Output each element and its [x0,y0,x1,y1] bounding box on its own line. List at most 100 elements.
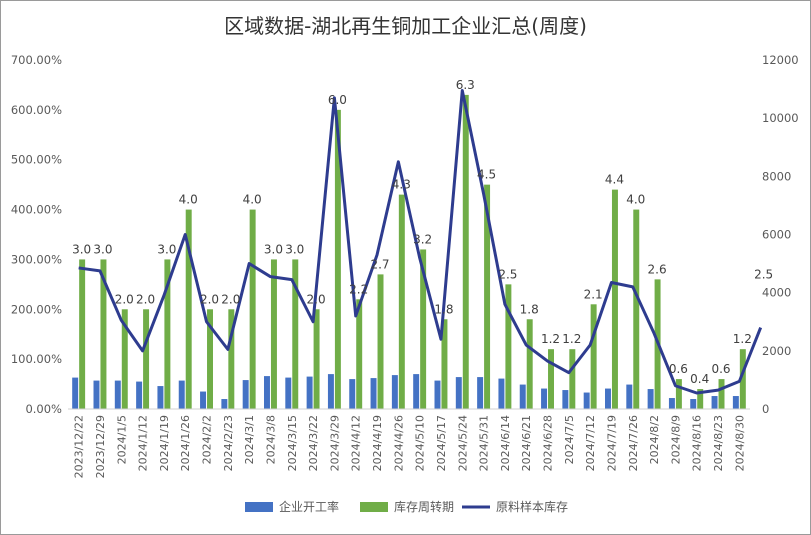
x-tick-label: 2024/3/29 [328,415,341,471]
x-tick-label: 2023/12/29 [94,415,107,478]
bar-turnover [675,379,682,409]
data-label: 3.2 [413,232,432,246]
y-right-tick-label: 10000 [762,111,799,125]
x-tick-label: 2023/12/22 [73,415,86,478]
y-right-tick-label: 6000 [762,228,791,242]
bar-turnover [207,309,213,409]
data-label: 4.0 [626,193,645,207]
data-label: 0.6 [711,362,730,376]
bar-rate [732,396,739,409]
bar-turnover [100,259,107,409]
data-label: 3.0 [93,242,112,256]
data-label: 4.4 [605,173,624,187]
bar-rate [242,380,249,409]
bar-turnover [484,184,491,409]
bar-turnover [164,259,171,409]
bars [72,94,746,410]
x-tick-label: 2024/7/5 [563,415,576,464]
bar-rate [285,377,292,409]
bar-rate [647,389,654,409]
bar-rate [583,392,590,409]
data-label: 0.4 [690,372,709,386]
x-tick-label: 2024/1/19 [158,415,171,471]
y-left-tick-label: 400.00% [11,203,62,217]
bar-rate [711,396,718,409]
bar-turnover [569,349,576,409]
legend: 企业开工率 库存周转期 原料样本库存 [245,499,568,514]
y-left-tick-label: 0.00% [25,402,62,416]
bar-turnover [377,274,384,409]
data-label: 2.5 [498,267,517,281]
data-label: 6.0 [328,93,347,107]
bar-turnover [334,109,341,409]
data-label: 4.0 [179,193,198,207]
data-label: 0.6 [669,362,688,376]
bar-turnover [548,349,554,409]
legend-label: 企业开工率 [279,499,339,514]
bar-rate [498,378,505,409]
y-left-tick-label: 100.00% [11,352,62,366]
data-label: 1.8 [520,302,539,316]
legend-label: 原料样本库存 [496,499,568,514]
x-tick-label: 2024/8/30 [733,415,746,471]
bar-rate [327,374,334,409]
data-label: 4.0 [243,193,262,207]
y-right-tick-label: 12000 [762,53,799,67]
bar-turnover [79,259,86,409]
y-left-tick-label: 300.00% [11,252,62,266]
bar-rate [200,391,207,409]
bar-turnover [739,349,746,409]
x-tick-label: 2024/1/5 [115,415,128,464]
bar-rate [455,377,462,409]
data-label: 2.7 [370,257,389,271]
legend-swatch [360,502,388,512]
bar-turnover [356,299,363,409]
x-tick-label: 2024/6/28 [542,415,555,471]
data-label: 3.0 [157,242,176,256]
x-tick-label: 2024/3/1 [243,415,256,464]
x-axis: 2023/12/22 2023/12/29 2024/1/5 2024/1/12 202… [68,408,750,478]
data-label: 4.3 [392,178,411,192]
bar-rate [72,377,79,409]
bar-turnover [398,194,405,409]
data-label: 6.3 [456,78,475,92]
bar-turnover [590,304,597,409]
bar-turnover [420,249,427,409]
x-tick-label: 2024/4/26 [392,415,405,471]
x-tick-label: 2024/2/2 [201,415,214,464]
bar-rate [391,375,398,409]
bar-turnover [526,319,533,409]
data-label: 2.0 [307,292,326,306]
bar-rate [264,376,270,409]
data-label: 1.8 [434,302,453,316]
bar-turnover [143,309,150,409]
bar-rate [434,380,441,409]
data-label: 3.0 [264,242,283,256]
y-right-tick-label: 4000 [762,286,791,300]
bar-rate [157,386,164,409]
y-right-axis: 0 2000 4000 6000 8000 10000 12000 [762,53,799,416]
bar-rate [136,381,143,409]
y-right-tick-label: 0 [762,402,769,416]
x-tick-label: 2024/3/15 [286,415,299,471]
bar-rate [519,384,526,409]
data-label: 1.2 [733,332,752,346]
x-tick-label: 2024/6/14 [499,415,512,471]
x-tick-label: 2024/2/23 [222,415,235,471]
data-label: 2.2 [349,282,368,296]
data-label: 2.5 [754,267,773,281]
data-label: 4.5 [477,168,496,182]
bar-rate [221,399,228,409]
bar-turnover [441,319,448,409]
x-tick-label: 2024/7/12 [584,415,597,471]
bar-turnover [313,309,320,409]
bar-turnover [270,259,277,409]
x-tick-label: 2024/8/23 [712,415,725,471]
x-tick-label: 2024/4/12 [350,415,363,471]
legend-swatch [245,502,273,512]
bar-rate [114,380,121,409]
data-label: 2.0 [136,292,155,306]
inventory-line-path [78,89,763,395]
bar-turnover [462,94,469,410]
